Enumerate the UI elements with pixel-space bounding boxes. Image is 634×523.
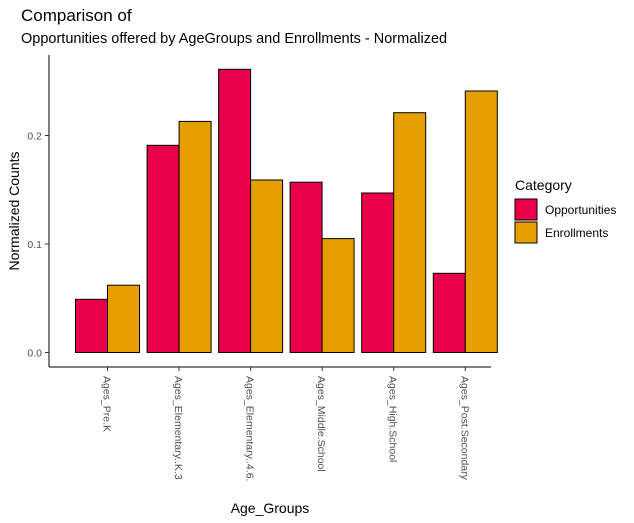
x-tick-label: Ages_Pre.K (101, 376, 113, 432)
bar-enrollments-2 (178, 120, 212, 354)
bar-opportunities-3 (218, 68, 252, 354)
bar-opportunities-2 (146, 144, 180, 353)
bars-group (75, 68, 498, 354)
legend-swatch-enrollments (514, 221, 538, 244)
bar-opportunities-6 (432, 272, 466, 353)
bar-enrollments-3 (250, 179, 284, 353)
y-tick-label: 0.0 (27, 348, 42, 360)
legend: Category Opportunities Enrollments (514, 177, 616, 244)
legend-title: Category (515, 177, 572, 193)
bar-enrollments-5 (393, 112, 427, 353)
legend-label-opportunities: Opportunities (545, 203, 616, 217)
x-tick-label: Ages_Elementary..K.3 (172, 376, 184, 480)
bar-opportunities-4 (289, 181, 323, 353)
bar-opportunities-1 (75, 298, 108, 353)
legend-items: Opportunities Enrollments (514, 198, 616, 244)
bar-enrollments-1 (107, 284, 140, 354)
legend-swatch-opportunities (514, 198, 538, 221)
legend-label-enrollments: Enrollments (545, 226, 608, 240)
bar-opportunities-5 (361, 192, 395, 353)
bar-enrollments-6 (464, 90, 498, 353)
y-axis-title: Normalized Counts (6, 151, 22, 270)
x-ticks: Ages_Pre.K Ages_Elementary..K.3 Ages_Eleme… (101, 367, 470, 481)
x-axis-title: Age_Groups (231, 500, 310, 516)
y-ticks: 0.0 0.1 0.2 (27, 131, 49, 360)
y-tick-label: 0.2 (27, 131, 42, 143)
bar-enrollments-4 (321, 238, 355, 354)
x-tick-label: Ages_Elementary..4.6. (244, 376, 256, 481)
x-tick-label: Ages_Post.Secondary (458, 376, 470, 481)
y-tick-label: 0.1 (27, 239, 42, 251)
x-tick-label: Ages_Middle.School (315, 376, 327, 472)
chart-title: Comparison of (21, 6, 132, 25)
chart-subtitle: Opportunities offered by AgeGroups and E… (21, 31, 448, 47)
x-tick-label: Ages_High.School (387, 376, 399, 462)
